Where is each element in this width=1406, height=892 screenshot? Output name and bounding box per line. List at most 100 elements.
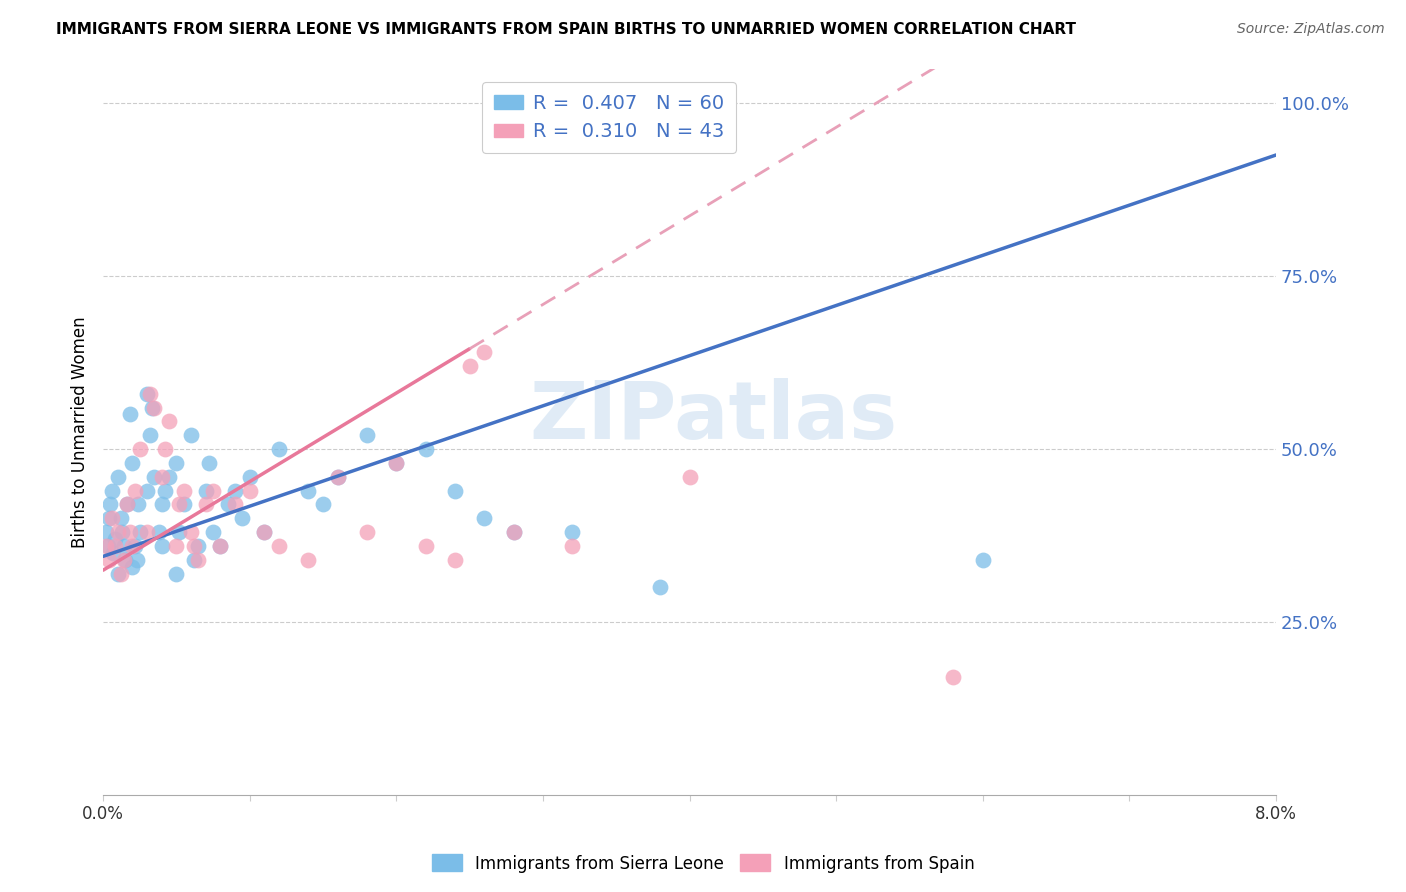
Point bbox=[124, 539, 146, 553]
Point bbox=[121, 559, 143, 574]
Point bbox=[128, 442, 150, 456]
Point bbox=[110, 566, 132, 581]
Point bbox=[202, 525, 225, 540]
Point bbox=[136, 386, 159, 401]
Point bbox=[180, 428, 202, 442]
Point bbox=[148, 525, 170, 540]
Point bbox=[143, 401, 166, 415]
Point bbox=[143, 469, 166, 483]
Point bbox=[98, 511, 121, 525]
Point bbox=[153, 442, 176, 456]
Point bbox=[127, 498, 149, 512]
Point bbox=[561, 525, 583, 540]
Point bbox=[561, 539, 583, 553]
Text: Source: ZipAtlas.com: Source: ZipAtlas.com bbox=[1237, 22, 1385, 37]
Point bbox=[224, 498, 246, 512]
Point bbox=[100, 498, 122, 512]
Point bbox=[972, 553, 994, 567]
Point bbox=[239, 469, 262, 483]
Point bbox=[157, 469, 180, 483]
Point bbox=[209, 539, 232, 553]
Point bbox=[125, 553, 148, 567]
Point bbox=[165, 456, 187, 470]
Point bbox=[224, 483, 246, 498]
Point bbox=[253, 525, 276, 540]
Point bbox=[297, 483, 319, 498]
Point bbox=[101, 483, 124, 498]
Point bbox=[165, 539, 187, 553]
Point bbox=[111, 525, 134, 540]
Point bbox=[150, 539, 173, 553]
Point bbox=[94, 539, 117, 553]
Point bbox=[118, 408, 141, 422]
Point bbox=[197, 456, 219, 470]
Point bbox=[128, 525, 150, 540]
Point bbox=[112, 553, 135, 567]
Y-axis label: Births to Unmarried Women: Births to Unmarried Women bbox=[72, 316, 89, 548]
Point bbox=[157, 414, 180, 428]
Point bbox=[139, 428, 162, 442]
Point bbox=[115, 498, 138, 512]
Point bbox=[124, 483, 146, 498]
Point bbox=[202, 483, 225, 498]
Point bbox=[444, 553, 467, 567]
Point bbox=[165, 566, 187, 581]
Point bbox=[472, 345, 495, 359]
Point bbox=[153, 483, 176, 498]
Point bbox=[96, 539, 118, 553]
Point bbox=[356, 525, 378, 540]
Point bbox=[169, 498, 191, 512]
Point bbox=[415, 539, 437, 553]
Point bbox=[136, 525, 159, 540]
Point bbox=[104, 539, 127, 553]
Point bbox=[104, 532, 127, 546]
Point bbox=[415, 442, 437, 456]
Point bbox=[194, 483, 217, 498]
Point bbox=[118, 525, 141, 540]
Point bbox=[326, 469, 349, 483]
Point bbox=[115, 498, 138, 512]
Point bbox=[98, 553, 121, 567]
Point bbox=[267, 442, 290, 456]
Point bbox=[267, 539, 290, 553]
Legend: Immigrants from Sierra Leone, Immigrants from Spain: Immigrants from Sierra Leone, Immigrants… bbox=[425, 847, 981, 880]
Point bbox=[110, 511, 132, 525]
Point bbox=[173, 483, 195, 498]
Point bbox=[121, 456, 143, 470]
Point bbox=[187, 539, 209, 553]
Point bbox=[121, 539, 143, 553]
Point bbox=[139, 386, 162, 401]
Point bbox=[458, 359, 481, 373]
Point bbox=[169, 525, 191, 540]
Point bbox=[297, 553, 319, 567]
Point bbox=[650, 581, 672, 595]
Point bbox=[253, 525, 276, 540]
Point bbox=[209, 539, 232, 553]
Point bbox=[385, 456, 408, 470]
Text: ZIPatlas: ZIPatlas bbox=[529, 378, 897, 457]
Point bbox=[217, 498, 239, 512]
Point bbox=[114, 553, 136, 567]
Point bbox=[94, 525, 117, 540]
Point bbox=[312, 498, 335, 512]
Point bbox=[472, 511, 495, 525]
Point bbox=[183, 553, 205, 567]
Point bbox=[103, 546, 125, 560]
Point bbox=[180, 525, 202, 540]
Point bbox=[356, 428, 378, 442]
Point bbox=[101, 511, 124, 525]
Point bbox=[136, 483, 159, 498]
Point bbox=[326, 469, 349, 483]
Point bbox=[502, 525, 524, 540]
Point bbox=[194, 498, 217, 512]
Point bbox=[231, 511, 253, 525]
Point bbox=[150, 469, 173, 483]
Point bbox=[107, 469, 129, 483]
Text: IMMIGRANTS FROM SIERRA LEONE VS IMMIGRANTS FROM SPAIN BIRTHS TO UNMARRIED WOMEN : IMMIGRANTS FROM SIERRA LEONE VS IMMIGRAN… bbox=[56, 22, 1076, 37]
Point bbox=[385, 456, 408, 470]
Point bbox=[107, 525, 129, 540]
Point bbox=[183, 539, 205, 553]
Point bbox=[107, 566, 129, 581]
Point bbox=[502, 525, 524, 540]
Point bbox=[173, 498, 195, 512]
